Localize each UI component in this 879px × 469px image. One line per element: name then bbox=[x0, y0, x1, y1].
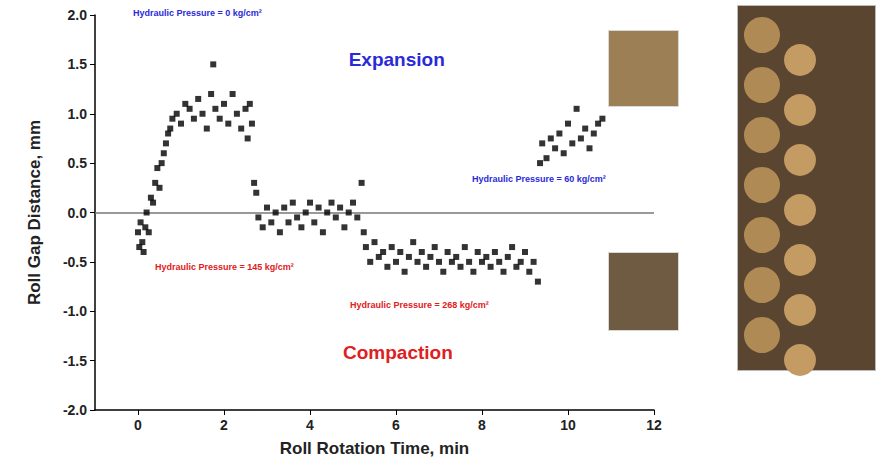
svg-text:-1.5: -1.5 bbox=[63, 353, 87, 369]
svg-text:12: 12 bbox=[646, 417, 662, 433]
svg-text:6: 6 bbox=[392, 417, 400, 433]
svg-text:2: 2 bbox=[220, 417, 228, 433]
svg-text:Hydraulic Pressure = 60 kg/cm²: Hydraulic Pressure = 60 kg/cm² bbox=[472, 174, 606, 184]
svg-text:Hydraulic Pressure = 145 kg/cm: Hydraulic Pressure = 145 kg/cm² bbox=[155, 262, 294, 272]
svg-text:Roll Gap Distance, mm: Roll Gap Distance, mm bbox=[25, 120, 44, 305]
svg-text:0: 0 bbox=[134, 417, 142, 433]
svg-text:Hydraulic Pressure = 0 kg/cm²: Hydraulic Pressure = 0 kg/cm² bbox=[133, 8, 262, 18]
svg-text:Expansion: Expansion bbox=[349, 49, 445, 70]
svg-text:0.5: 0.5 bbox=[68, 155, 88, 171]
svg-text:Hydraulic Pressure = 268 kg/cm: Hydraulic Pressure = 268 kg/cm² bbox=[350, 300, 489, 310]
svg-text:Compaction: Compaction bbox=[343, 342, 453, 363]
svg-text:1.0: 1.0 bbox=[68, 106, 88, 122]
svg-text:-0.5: -0.5 bbox=[63, 254, 87, 270]
svg-text:1.5: 1.5 bbox=[68, 56, 88, 72]
svg-text:Roll Rotation Time, min: Roll Rotation Time, min bbox=[280, 439, 470, 458]
svg-text:10: 10 bbox=[560, 417, 576, 433]
svg-text:-1.0: -1.0 bbox=[63, 303, 87, 319]
svg-text:8: 8 bbox=[478, 417, 486, 433]
svg-text:4: 4 bbox=[306, 417, 314, 433]
svg-text:0.0: 0.0 bbox=[68, 205, 88, 221]
svg-text:2.0: 2.0 bbox=[68, 7, 88, 23]
svg-text:-2.0: -2.0 bbox=[63, 402, 87, 418]
